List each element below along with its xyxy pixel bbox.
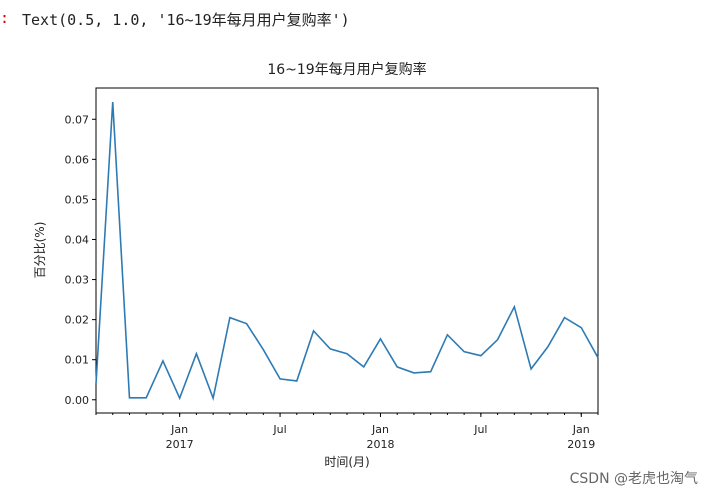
y-tick-label: 0.06 [65,153,90,166]
x-tick-sublabel: 2019 [567,438,595,451]
x-tick-label: Jul [473,423,487,436]
x-tick-label: Jan [170,423,188,436]
x-tick-label: Jul [272,423,286,436]
data-line [95,101,599,402]
y-tick-label: 0.03 [65,274,90,287]
chart-title: 16~19年每月用户复购率 [267,61,426,78]
y-tick-label: 0.07 [65,113,90,126]
x-axis-label: 时间(月) [324,455,369,469]
watermark: CSDN @老虎也淘气 [569,471,698,487]
y-tick-label: 0.02 [65,314,90,327]
y-tick-label: 0.01 [65,354,90,367]
x-tick-sublabel: 2017 [166,438,194,451]
y-tick-label: 0.05 [65,193,90,206]
output-text: Text(0.5, 1.0, '16~19年每月用户复购率') [22,11,350,29]
y-tick-label: 0.00 [65,394,90,407]
x-tick-label: Jan [572,423,590,436]
y-axis-label: 百分比(%) [33,222,47,279]
output-prompt: : [0,9,10,27]
x-tick-sublabel: 2018 [366,438,394,451]
y-tick-label: 0.04 [65,233,90,246]
x-tick-label: Jan [371,423,389,436]
plot-frame [95,87,599,414]
